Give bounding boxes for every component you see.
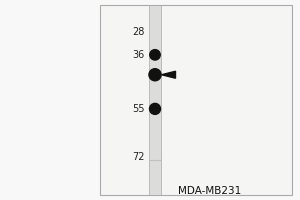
Polygon shape <box>161 71 176 78</box>
Text: 72: 72 <box>133 152 145 162</box>
Circle shape <box>150 50 160 60</box>
Circle shape <box>149 103 161 114</box>
FancyBboxPatch shape <box>100 5 292 195</box>
Text: 55: 55 <box>133 104 145 114</box>
Text: 36: 36 <box>133 50 145 60</box>
FancyBboxPatch shape <box>149 5 161 195</box>
Text: 28: 28 <box>133 27 145 37</box>
Text: MDA-MB231: MDA-MB231 <box>178 186 242 196</box>
Circle shape <box>149 69 161 81</box>
